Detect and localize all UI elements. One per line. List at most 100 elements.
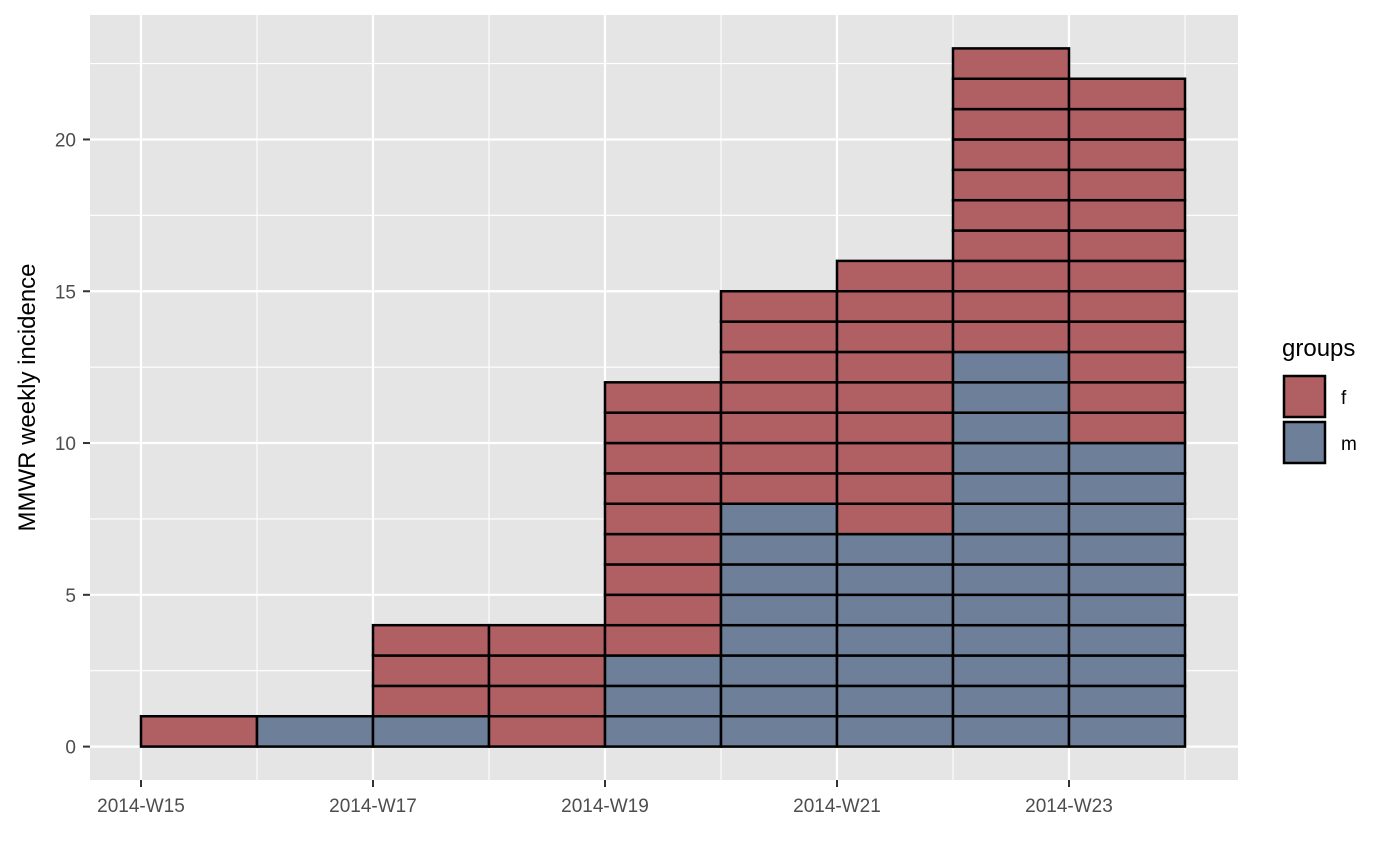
- bar-unit-f: [835, 350, 955, 384]
- bar-unit-f: [1067, 350, 1187, 384]
- legend-title: groups: [1282, 335, 1355, 362]
- bar-unit-m: [951, 654, 1071, 688]
- bar-unit-f: [951, 107, 1071, 141]
- bar-unit-m: [835, 563, 955, 597]
- bar-unit-f: [835, 290, 955, 323]
- bar-unit-m: [951, 563, 1071, 597]
- bar-unit-f: [719, 290, 839, 323]
- y-tick-label: 15: [55, 282, 76, 303]
- bar-unit-f: [835, 320, 955, 354]
- bar-unit-f: [835, 411, 955, 445]
- bar-unit-m: [835, 684, 955, 718]
- x-tick-label: 2014-W23: [1025, 796, 1113, 817]
- bar-unit-f: [139, 715, 259, 748]
- bar-unit-m: [951, 532, 1071, 566]
- y-tick-label: 20: [55, 130, 76, 151]
- bar-unit-f: [371, 623, 491, 657]
- bar-unit-f: [1067, 290, 1187, 323]
- bar-unit-f: [719, 381, 839, 414]
- legend: groups f m: [1282, 335, 1357, 465]
- bar-unit-f: [487, 684, 607, 718]
- bar-unit-f: [603, 532, 723, 566]
- bar-unit-m: [1067, 715, 1187, 748]
- bar-unit-f: [487, 654, 607, 688]
- bar-unit-m: [951, 502, 1071, 536]
- bar-unit-m: [1067, 593, 1187, 627]
- bar-unit-m: [603, 684, 723, 718]
- bar-unit-f: [951, 168, 1071, 202]
- bar-unit-f: [371, 684, 491, 718]
- bar-unit-f: [1067, 77, 1187, 111]
- bar-unit-f: [371, 654, 491, 688]
- bar-unit-m: [1067, 563, 1187, 597]
- x-tick-label: 2014-W21: [793, 796, 881, 817]
- bar-unit-m: [951, 623, 1071, 657]
- bar-unit-m: [951, 593, 1071, 627]
- bar-unit-f: [951, 320, 1071, 354]
- x-axis: 2014-W15 2014-W17 2014-W19 2014-W21 2014-W23: [97, 780, 1113, 817]
- bar-unit-f: [603, 623, 723, 657]
- bar-unit-m: [1067, 502, 1187, 536]
- bar-unit-f: [951, 198, 1071, 232]
- legend-key-f: [1282, 374, 1327, 419]
- bar-unit-m: [951, 472, 1071, 505]
- y-tick-label: 10: [55, 434, 76, 455]
- bar-unit-m: [1067, 654, 1187, 688]
- bar-unit-m: [603, 654, 723, 688]
- legend-label-f: f: [1341, 388, 1347, 409]
- bar-unit-f: [603, 441, 723, 475]
- bar-unit-m: [719, 623, 839, 657]
- bar-unit-f: [719, 350, 839, 384]
- bar-unit-f: [487, 623, 607, 657]
- bar-unit-m: [1067, 623, 1187, 657]
- bar-unit-f: [603, 502, 723, 536]
- bar-unit-m: [1067, 441, 1187, 475]
- y-axis: 0 5 10 15 20: [55, 130, 90, 759]
- bar-unit-m: [719, 502, 839, 536]
- bar-unit-m: [951, 350, 1071, 384]
- legend-label-m: m: [1341, 434, 1357, 455]
- bar-unit-f: [951, 229, 1071, 263]
- bar-unit-m: [603, 715, 723, 748]
- bar-unit-f: [719, 472, 839, 505]
- bar-unit-f: [951, 47, 1071, 80]
- bar-unit-f: [1067, 138, 1187, 172]
- bar-unit-f: [603, 593, 723, 627]
- bar-unit-f: [1067, 259, 1187, 293]
- bar-unit-m: [951, 715, 1071, 748]
- bar-unit-f: [719, 320, 839, 354]
- bar-unit-f: [719, 441, 839, 475]
- bar-unit-m: [1067, 684, 1187, 718]
- bar-unit-m: [951, 441, 1071, 475]
- bar-unit-f: [951, 138, 1071, 172]
- bar-unit-m: [1067, 532, 1187, 566]
- bar-unit-f: [835, 502, 955, 536]
- x-tick-label: 2014-W17: [329, 796, 417, 817]
- bar-unit-f: [835, 259, 955, 293]
- bar-unit-m: [835, 623, 955, 657]
- y-axis-title: MMWR weekly incidence: [14, 263, 41, 531]
- bar-unit-f: [951, 290, 1071, 323]
- bar-unit-f: [1067, 168, 1187, 202]
- bar-unit-f: [835, 472, 955, 505]
- bar-unit-f: [603, 563, 723, 597]
- bar-unit-f: [603, 381, 723, 414]
- bar-unit-m: [719, 532, 839, 566]
- x-tick-label: 2014-W15: [97, 796, 185, 817]
- bar-unit-f: [1067, 381, 1187, 414]
- bar-unit-m: [719, 684, 839, 718]
- bars-layer: [139, 47, 1187, 748]
- bar-unit-m: [719, 593, 839, 627]
- bar-unit-f: [1067, 320, 1187, 354]
- bar-unit-m: [371, 715, 491, 748]
- bar-unit-f: [951, 259, 1071, 293]
- bar-unit-m: [719, 563, 839, 597]
- bar-unit-f: [1067, 411, 1187, 445]
- bar-unit-m: [951, 684, 1071, 718]
- bar-unit-m: [835, 715, 955, 748]
- legend-key-m: [1282, 420, 1327, 465]
- bar-unit-m: [951, 411, 1071, 445]
- x-tick-label: 2014-W19: [561, 796, 649, 817]
